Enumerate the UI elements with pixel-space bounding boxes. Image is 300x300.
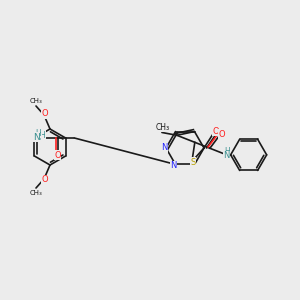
- Text: O: O: [42, 176, 48, 184]
- Text: S: S: [190, 158, 196, 167]
- Text: O: O: [213, 127, 219, 136]
- Text: O: O: [42, 110, 48, 118]
- Text: O: O: [54, 151, 61, 160]
- Text: CH₃: CH₃: [30, 190, 42, 196]
- Text: H: H: [224, 147, 230, 156]
- Text: H: H: [40, 130, 45, 140]
- Text: N: N: [34, 133, 41, 142]
- Text: CH₃: CH₃: [156, 123, 170, 132]
- Text: O: O: [42, 176, 48, 184]
- Text: O: O: [42, 110, 48, 118]
- Text: N: N: [170, 161, 177, 170]
- Text: O: O: [219, 130, 225, 139]
- Text: O: O: [31, 98, 37, 104]
- Text: CH₃: CH₃: [30, 98, 42, 104]
- Text: O: O: [31, 190, 37, 196]
- Text: N: N: [33, 133, 40, 142]
- Text: N: N: [224, 151, 230, 160]
- Text: N: N: [161, 143, 167, 152]
- Text: H: H: [35, 128, 41, 137]
